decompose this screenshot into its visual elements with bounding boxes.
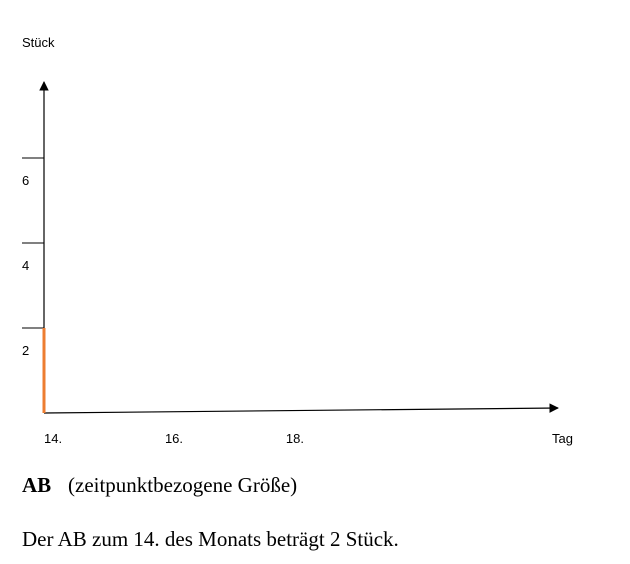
y-tick-label: 2 xyxy=(22,343,29,358)
legend-label: AB xyxy=(22,473,51,497)
x-tick-label: 18. xyxy=(286,431,304,446)
y-tick-label: 4 xyxy=(22,258,29,273)
x-axis xyxy=(43,403,559,414)
legend-text: (zeitpunktbezogene Größe) xyxy=(68,473,297,497)
x-axis-label: Tag xyxy=(552,431,573,446)
x-tick-label: 16. xyxy=(165,431,183,446)
x-tick-label: 14. xyxy=(44,431,62,446)
note: Der AB zum 14. des Monats beträgt 2 Stüc… xyxy=(22,527,399,551)
bar xyxy=(42,328,46,413)
y-axis-label: Stück xyxy=(22,35,55,50)
y-tick-label: 6 xyxy=(22,173,29,188)
